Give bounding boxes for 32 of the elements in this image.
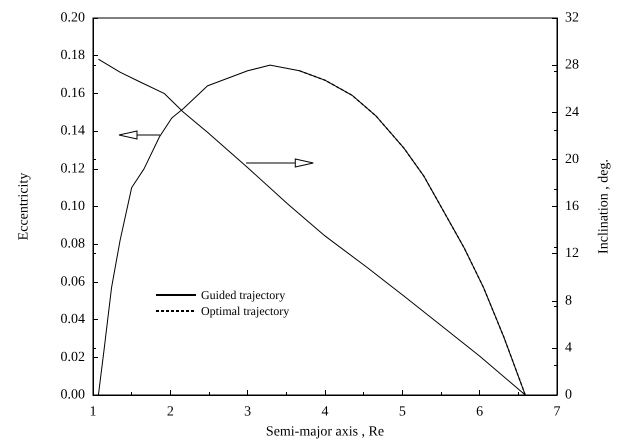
legend-label: Guided trajectory [201, 288, 286, 302]
y2-tick-label: 24 [565, 104, 579, 120]
y2-tick-label: 0 [565, 388, 572, 402]
y2-tick-label: 32 [565, 10, 579, 26]
y-tick-label: 0.06 [60, 274, 85, 290]
x-axis-title: Semi-major axis , Re [266, 424, 384, 440]
y-tick-label: 0.00 [60, 388, 85, 402]
y-tick-label: 0.08 [60, 236, 85, 252]
y-tick-label: 0.18 [60, 48, 85, 64]
x-tick-label: 3 [244, 404, 252, 420]
y-tick-label: 0.12 [60, 161, 85, 176]
y-tick-label: 0.10 [60, 199, 85, 214]
x-tick-label: 6 [476, 404, 484, 420]
y2-axis-title: Inclination , deg. [596, 159, 612, 254]
y2-tick-label: 12 [565, 246, 579, 262]
legend-label: Optimal trajectory [201, 304, 290, 318]
x-tick-label: 4 [322, 404, 328, 420]
y-tick-label: 0.02 [60, 350, 85, 365]
y2-tick-label: 4 [565, 340, 572, 356]
y2-tick-label: 28 [565, 58, 579, 73]
y-tick-label: 0.16 [60, 86, 85, 101]
y-axis-title: Eccentricity [16, 172, 32, 240]
y-tick-label: 0.04 [60, 312, 85, 328]
y2-tick-label: 20 [565, 152, 579, 167]
x-tick-label: 5 [398, 404, 406, 420]
y-tick-label: 0.20 [60, 10, 85, 26]
y2-tick-label: 16 [565, 199, 579, 214]
x-tick-label: 7 [554, 404, 560, 420]
x-tick-label: 2 [166, 404, 174, 420]
x-tick-label: 1 [90, 404, 96, 420]
y2-tick-label: 8 [565, 293, 572, 308]
y-tick-label: 0.14 [60, 124, 85, 139]
